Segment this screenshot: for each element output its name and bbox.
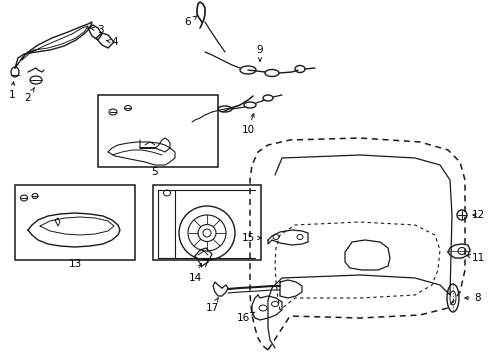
Text: 9: 9 (256, 45, 263, 61)
Text: 7: 7 (201, 259, 208, 269)
Text: 12: 12 (470, 210, 484, 220)
Text: 17: 17 (205, 298, 218, 313)
Text: 5: 5 (151, 167, 158, 177)
Bar (15, 185, 135, 260)
Text: 14: 14 (188, 264, 201, 283)
Text: 11: 11 (466, 253, 484, 263)
Text: 1: 1 (9, 82, 15, 100)
Text: 6: 6 (184, 16, 197, 27)
Text: 16: 16 (236, 312, 254, 323)
Text: 2: 2 (24, 88, 34, 103)
Text: 10: 10 (241, 114, 254, 135)
Text: 8: 8 (464, 293, 480, 303)
Text: 15: 15 (241, 233, 261, 243)
Text: 4: 4 (106, 37, 118, 47)
Text: 13: 13 (68, 259, 81, 269)
Bar (153, 185, 261, 260)
Text: 3: 3 (91, 25, 103, 35)
Bar (98, 95, 218, 167)
